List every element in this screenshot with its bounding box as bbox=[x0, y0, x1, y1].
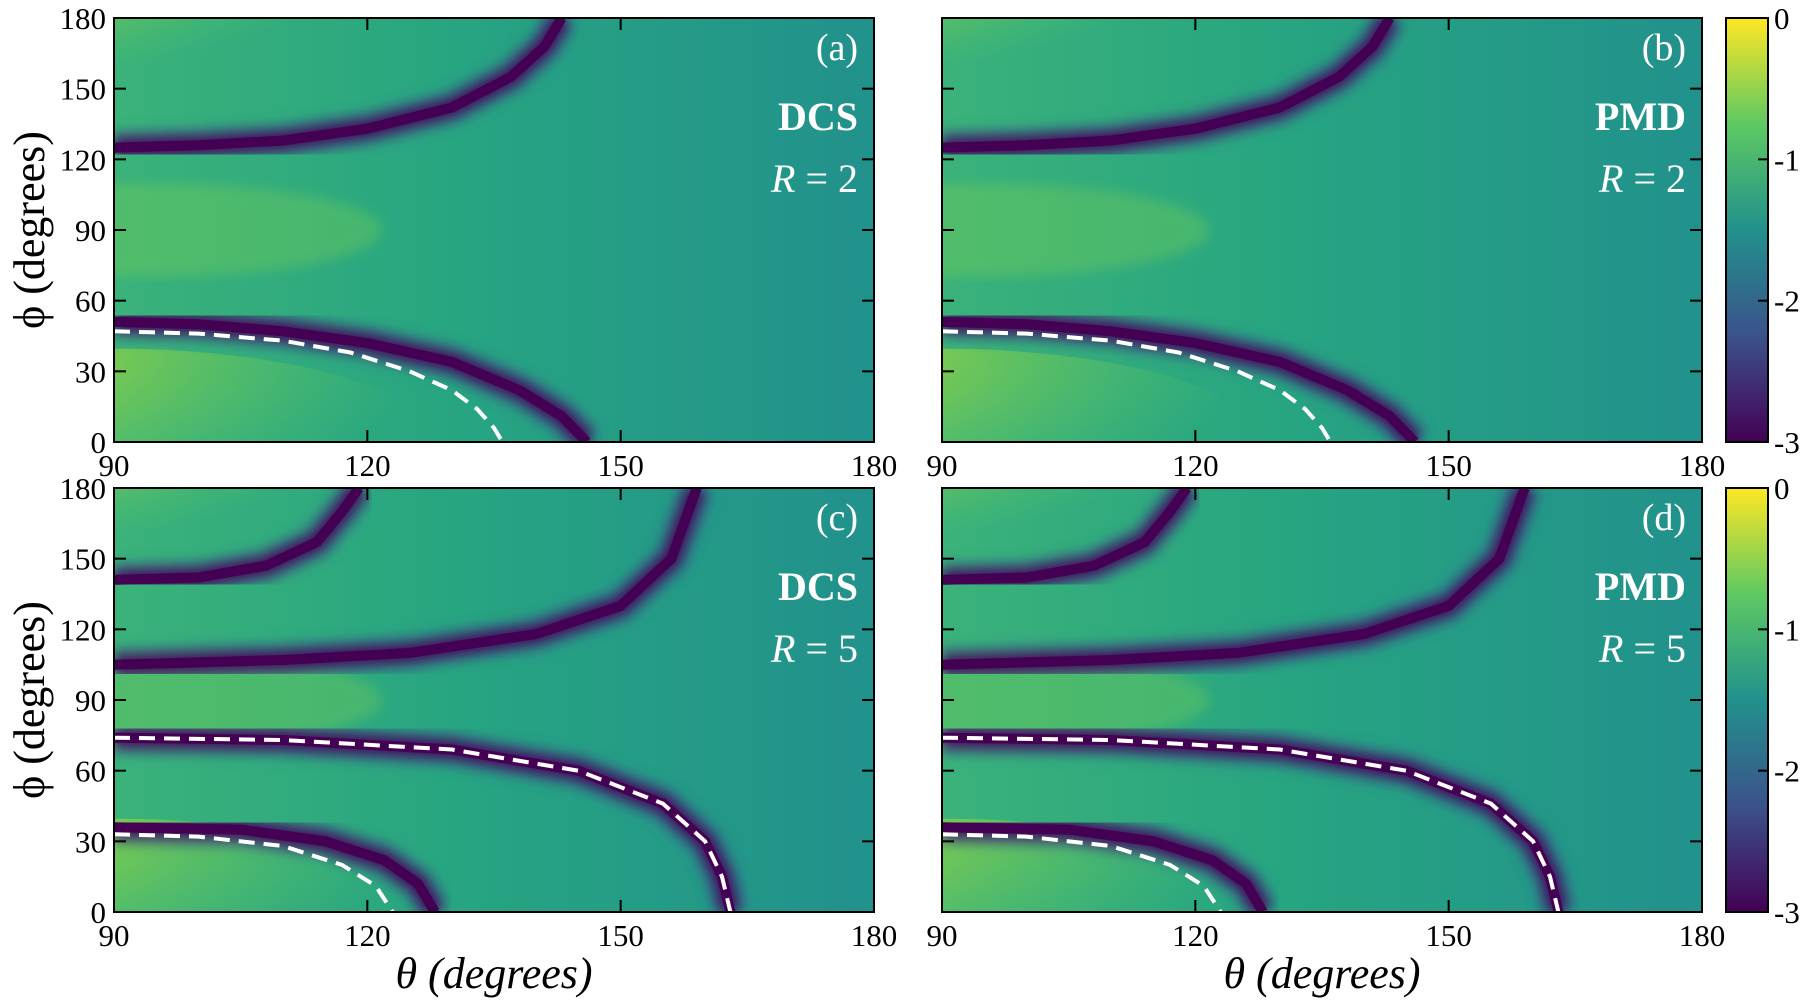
minimum-band-core bbox=[114, 488, 363, 585]
x-tick-label: 90 bbox=[927, 448, 958, 483]
x-axis-label-right: θ (degrees) bbox=[1223, 949, 1420, 998]
y-tick-label: 90 bbox=[75, 683, 106, 718]
x-tick-label: 150 bbox=[1425, 918, 1472, 953]
r-label-b: R = 2 bbox=[1598, 156, 1686, 201]
dashed-curve bbox=[942, 329, 1333, 442]
x-axis-label-left: θ (degrees) bbox=[395, 949, 592, 998]
minimum-band-core bbox=[114, 488, 702, 670]
y-tick-label: 120 bbox=[60, 142, 107, 177]
panel-a: (a) DCS R = 2 bbox=[113, 17, 875, 443]
x-tick-label: 180 bbox=[851, 448, 898, 483]
panel-id-d: (d) bbox=[1642, 497, 1686, 539]
colorbar-bottom: 0 -1 -2 -3 bbox=[1725, 471, 1800, 930]
colorbar-tick-label: -2 bbox=[1774, 284, 1800, 319]
colorbar-tick-label: -3 bbox=[1774, 895, 1800, 930]
x-tick-label: 150 bbox=[597, 918, 644, 953]
y-tick-label: 30 bbox=[75, 354, 106, 389]
y-tick-label: 0 bbox=[91, 895, 107, 930]
y-axis-label-bottom: ϕ (degrees) bbox=[5, 601, 54, 799]
r-label-c: R = 5 bbox=[770, 626, 858, 671]
bright-region bbox=[942, 348, 1262, 442]
x-tick-label: 120 bbox=[1172, 448, 1219, 483]
minimum-band-core bbox=[942, 18, 1394, 153]
bright-region bbox=[942, 488, 1201, 556]
minimum-band-core bbox=[942, 316, 1419, 442]
heatmap-a bbox=[113, 17, 875, 443]
x-tick-label: 180 bbox=[851, 918, 898, 953]
minimum-band-core bbox=[114, 822, 440, 912]
minimum-band-core bbox=[942, 822, 1268, 912]
dashed-curve bbox=[942, 735, 1561, 912]
x-tick-label: 150 bbox=[1425, 448, 1472, 483]
x-tick-label: 120 bbox=[1172, 918, 1219, 953]
colorbar-tick-label: -3 bbox=[1774, 425, 1800, 460]
minimum-band-core bbox=[942, 488, 1191, 585]
method-label-c: DCS bbox=[778, 564, 858, 609]
panel-id-a: (a) bbox=[816, 27, 858, 69]
r-label-d: R = 5 bbox=[1598, 626, 1686, 671]
y-tick-label: 120 bbox=[60, 612, 107, 647]
bright-region bbox=[942, 183, 1210, 277]
panel-b: (b) PMD R = 2 bbox=[941, 17, 1703, 443]
x-tick-label: 180 bbox=[1679, 448, 1726, 483]
y-tick-label: 60 bbox=[75, 754, 106, 789]
x-tick-label: 90 bbox=[99, 448, 130, 483]
colorbar-tick-label: -1 bbox=[1774, 142, 1800, 177]
y-tick-label: 90 bbox=[75, 213, 106, 248]
minimum-band-core bbox=[114, 18, 566, 153]
bright-region bbox=[114, 183, 382, 277]
panel-id-c: (c) bbox=[816, 497, 858, 539]
colorbar-bottom-gradient bbox=[1725, 487, 1769, 913]
bright-region bbox=[942, 18, 1201, 86]
bright-region bbox=[114, 348, 434, 442]
x-tick-label: 150 bbox=[597, 448, 644, 483]
colorbar-top: 0 -1 -2 -3 bbox=[1725, 1, 1800, 460]
y-tick-label: 150 bbox=[60, 72, 107, 107]
dashed-curve bbox=[942, 832, 1223, 912]
method-label-d: PMD bbox=[1595, 564, 1686, 609]
bright-region bbox=[114, 18, 373, 86]
y-tick-label: 60 bbox=[75, 284, 106, 319]
x-tick-label: 180 bbox=[1679, 918, 1726, 953]
bright-region bbox=[114, 488, 373, 556]
y-tick-label: 180 bbox=[60, 1, 107, 36]
method-label-a: DCS bbox=[778, 94, 858, 139]
y-tick-label: 0 bbox=[91, 425, 107, 460]
x-tick-label: 90 bbox=[99, 918, 130, 953]
panel-d: (d) PMD R = 5 bbox=[941, 487, 1703, 913]
minimum-band-core bbox=[114, 316, 591, 442]
panel-id-b: (b) bbox=[1642, 27, 1686, 69]
r-label-a: R = 2 bbox=[770, 156, 858, 201]
colorbar-top-gradient bbox=[1725, 17, 1769, 443]
colorbar-tick-label: -2 bbox=[1774, 754, 1800, 789]
colorbar-tick-label: -1 bbox=[1774, 612, 1800, 647]
colorbar-tick-label: 0 bbox=[1774, 471, 1790, 506]
colorbar-tick-label: 0 bbox=[1774, 1, 1790, 36]
method-label-b: PMD bbox=[1595, 94, 1686, 139]
y-tick-label: 150 bbox=[60, 542, 107, 577]
dashed-curve bbox=[114, 735, 733, 912]
dashed-curve bbox=[114, 832, 395, 912]
heatmap-b bbox=[941, 17, 1703, 443]
panel-c: (c) DCS R = 5 bbox=[113, 487, 875, 913]
y-tick-label: 30 bbox=[75, 824, 106, 859]
heatmap-d bbox=[941, 487, 1703, 913]
y-tick-label: 180 bbox=[60, 471, 107, 506]
x-tick-label: 90 bbox=[927, 918, 958, 953]
heatmap-c bbox=[113, 487, 875, 913]
y-axis-label-top: ϕ (degrees) bbox=[5, 131, 54, 329]
dashed-curve bbox=[114, 329, 505, 442]
minimum-band-core bbox=[942, 488, 1530, 670]
x-tick-label: 120 bbox=[344, 918, 391, 953]
x-tick-label: 120 bbox=[344, 448, 391, 483]
